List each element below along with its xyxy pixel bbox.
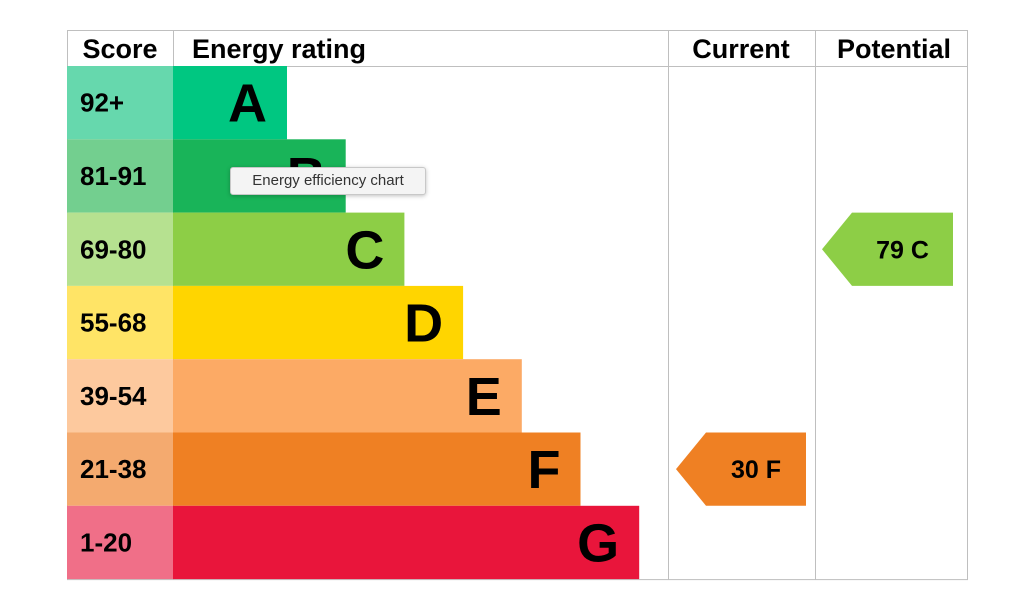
- score-range-e: 39-54: [80, 381, 147, 411]
- band-bar-f: [173, 432, 581, 506]
- score-range-g: 1-20: [80, 527, 132, 557]
- score-cell-a: [67, 66, 173, 140]
- score-range-a: 92+: [80, 88, 124, 118]
- score-cell-b: [67, 139, 173, 213]
- chart-tooltip: Energy efficiency chart: [230, 167, 426, 195]
- current-arrow: [676, 432, 806, 506]
- score-cell-f: [67, 432, 173, 506]
- band-bar-d: [173, 285, 464, 360]
- score-cell-e: [67, 359, 173, 433]
- score-cell-g: [67, 505, 173, 580]
- current-rating-label: 30 F: [731, 456, 781, 484]
- band-letter-g: G: [577, 513, 619, 573]
- band-bar-c: [173, 212, 405, 286]
- band-letter-c: C: [345, 220, 384, 280]
- band-bar-a: [173, 66, 287, 140]
- potential-rating-label: 79 C: [876, 236, 929, 264]
- score-header: Score: [82, 34, 157, 64]
- score-cell-c: [67, 212, 173, 286]
- band-letter-f: F: [528, 440, 561, 500]
- header-row: Score Energy rating Current Potential: [82, 34, 951, 64]
- score-range-f: 21-38: [80, 454, 147, 484]
- band-bar-e: [173, 359, 522, 433]
- current-header: Current: [692, 34, 790, 64]
- rating-markers: 30 F 79 C: [676, 212, 953, 506]
- potential-arrow: [822, 212, 953, 286]
- score-range-b: 81-91: [80, 161, 147, 191]
- band-letter-d: D: [404, 294, 443, 354]
- band-letter-a: A: [228, 74, 267, 134]
- band-bar-g: [173, 505, 640, 580]
- score-cell-d: [67, 285, 173, 360]
- score-range-d: 55-68: [80, 308, 147, 338]
- energy-rating-header: Energy rating: [192, 34, 366, 64]
- score-range-c: 69-80: [80, 234, 147, 264]
- band-letter-e: E: [466, 367, 502, 427]
- potential-header: Potential: [837, 34, 951, 64]
